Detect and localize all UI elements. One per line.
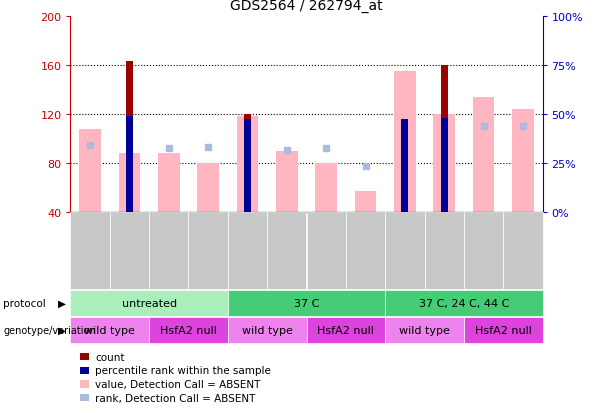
Text: HsfA2 null: HsfA2 null	[474, 325, 531, 335]
Bar	[473, 97, 494, 213]
Bar	[315, 164, 337, 213]
Bar	[512, 110, 534, 213]
Bar	[158, 154, 180, 213]
Text: value, Detection Call = ABSENT: value, Detection Call = ABSENT	[95, 379, 261, 389]
Bar	[244, 119, 251, 213]
Bar	[197, 164, 219, 213]
Bar	[394, 72, 416, 213]
Text: 37 C: 37 C	[294, 298, 319, 308]
Bar	[441, 118, 447, 213]
Bar	[433, 114, 455, 213]
Text: percentile rank within the sample: percentile rank within the sample	[95, 366, 271, 375]
Text: genotype/variation: genotype/variation	[3, 325, 96, 335]
Text: HsfA2 null: HsfA2 null	[160, 325, 217, 335]
Bar	[355, 192, 376, 213]
Text: wild type: wild type	[242, 325, 292, 335]
Bar	[119, 154, 140, 213]
Text: 37 C, 24 C, 44 C: 37 C, 24 C, 44 C	[419, 298, 509, 308]
Text: HsfA2 null: HsfA2 null	[318, 325, 375, 335]
Text: rank, Detection Call = ABSENT: rank, Detection Call = ABSENT	[95, 393, 256, 403]
Text: wild type: wild type	[399, 325, 450, 335]
Bar	[126, 62, 133, 213]
Bar	[244, 114, 251, 213]
Bar	[126, 117, 133, 213]
Bar	[402, 119, 408, 213]
Bar	[276, 152, 298, 213]
Bar	[79, 129, 101, 213]
Text: untreated: untreated	[121, 298, 177, 308]
Bar	[237, 117, 258, 213]
Text: count: count	[95, 352, 124, 362]
Title: GDS2564 / 262794_at: GDS2564 / 262794_at	[230, 0, 383, 13]
Bar	[441, 66, 447, 213]
Text: protocol: protocol	[3, 298, 46, 308]
Text: wild type: wild type	[85, 325, 135, 335]
Text: ▶: ▶	[58, 325, 66, 335]
Text: ▶: ▶	[58, 298, 66, 308]
